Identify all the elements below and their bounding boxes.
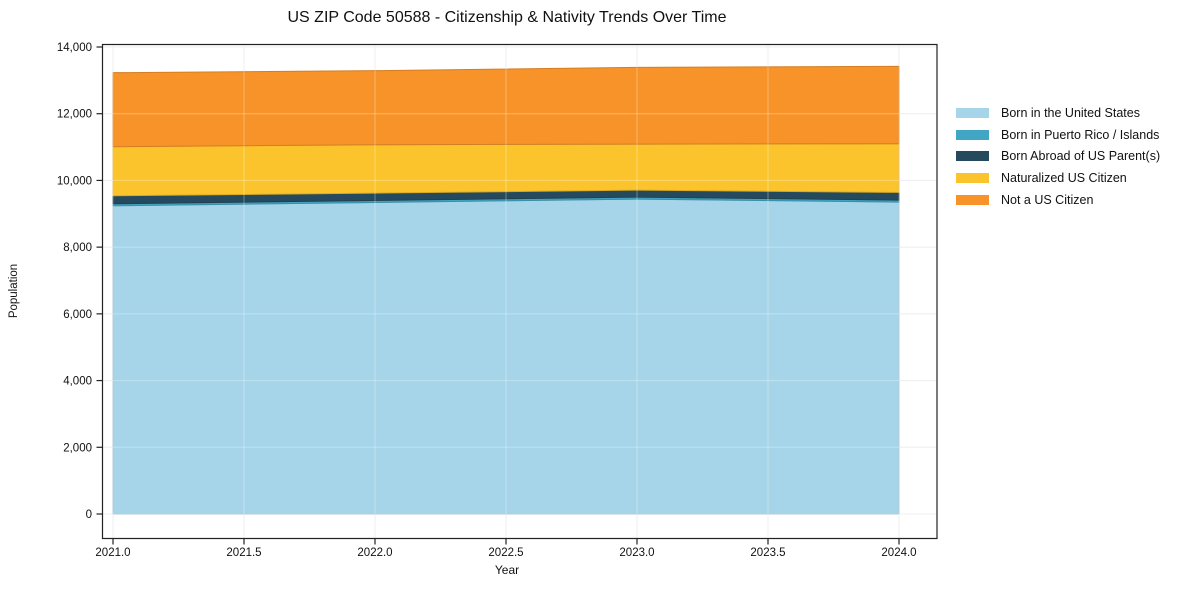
- legend-item-born-in-puerto-rico-islands: Born in Puerto Rico / Islands: [956, 124, 1160, 146]
- y-tick-label: 4,000: [63, 376, 92, 388]
- legend-swatch: [956, 107, 989, 118]
- legend-swatch: [956, 194, 989, 205]
- x-tick-label: 2021.0: [95, 547, 130, 559]
- x-tick-label: 2022.0: [357, 547, 392, 559]
- y-tick-label: 2,000: [63, 442, 92, 454]
- legend-label: Not a US Citizen: [1001, 192, 1094, 207]
- y-tick-label: 8,000: [63, 242, 92, 254]
- x-tick-label: 2023.5: [750, 547, 785, 559]
- y-tick-label: 0: [86, 509, 92, 521]
- legend-item-born-abroad-of-us-parent-s: Born Abroad of US Parent(s): [956, 145, 1160, 167]
- legend-item-born-in-the-united-states: Born in the United States: [956, 102, 1160, 124]
- legend-item-not-a-us-citizen: Not a US Citizen: [956, 189, 1160, 211]
- x-tick-label: 2022.5: [488, 547, 523, 559]
- y-tick-label: 10,000: [57, 175, 92, 187]
- y-tick-label: 6,000: [63, 309, 92, 321]
- legend: Born in the United States Born in Puerto …: [956, 102, 1160, 210]
- legend-label: Born in Puerto Rico / Islands: [1001, 127, 1160, 142]
- x-axis-label: Year: [494, 563, 520, 577]
- legend-item-naturalized-us-citizen: Naturalized US Citizen: [956, 167, 1160, 189]
- y-tick-label: 12,000: [57, 109, 92, 121]
- legend-label: Born in the United States: [1001, 105, 1140, 120]
- legend-label: Naturalized US Citizen: [1001, 170, 1127, 185]
- x-tick-label: 2023.0: [619, 547, 654, 559]
- y-tick-label: 14,000: [57, 42, 92, 54]
- legend-swatch: [956, 151, 989, 162]
- legend-swatch: [956, 129, 989, 140]
- legend-label: Born Abroad of US Parent(s): [1001, 149, 1161, 164]
- x-tick-label: 2021.5: [226, 547, 261, 559]
- legend-swatch: [956, 172, 989, 183]
- plot-border: [101, 43, 938, 540]
- x-tick-label: 2024.0: [881, 547, 916, 559]
- chart-title: US ZIP Code 50588 - Citizenship & Nativi…: [287, 9, 727, 26]
- area-not-a-us-citizen: [112, 65, 900, 148]
